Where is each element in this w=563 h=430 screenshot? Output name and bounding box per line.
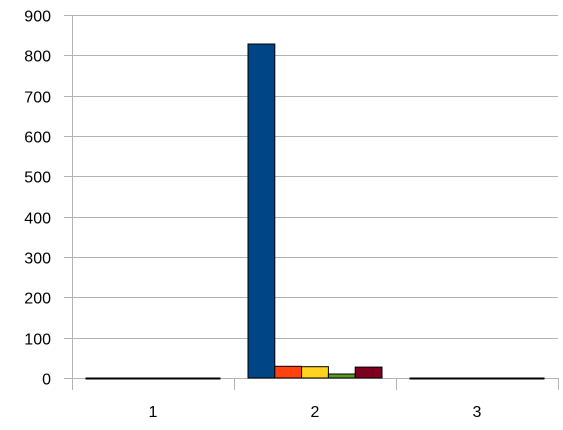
bar-cat2-series4	[327, 373, 356, 379]
y-tick-label: 600	[24, 130, 51, 147]
y-axis-ticks: 0 100 200 300 400 500 600 700 800 900	[24, 9, 51, 389]
bar-cat3-series3	[463, 377, 491, 380]
bar-cat1-series5	[192, 377, 221, 380]
y-tick-label: 500	[24, 170, 51, 187]
bar-cat2-series2	[274, 365, 303, 379]
bar-cat3-series1	[409, 377, 438, 380]
bar-cat1-series3	[139, 377, 167, 380]
y-tick-label: 900	[24, 9, 51, 26]
bar-cat2-series1	[247, 43, 276, 379]
x-axis	[72, 15, 559, 390]
bar-cat1-series1	[85, 377, 114, 380]
x-tick-label: 1	[149, 404, 158, 421]
bar-cat3-series5	[516, 377, 545, 380]
bar-cat3-series4	[489, 377, 518, 380]
x-tick-label: 3	[473, 404, 482, 421]
y-tick-label: 700	[24, 90, 51, 107]
y-tick-label: 100	[24, 332, 51, 349]
x-tick-label: 2	[311, 404, 320, 421]
bar-cat1-series4	[165, 377, 194, 380]
y-tick-label: 400	[24, 211, 51, 228]
y-tick-label: 300	[24, 251, 51, 268]
gridlines	[64, 15, 558, 379]
bars	[85, 43, 545, 380]
x-axis-ticks: 1 2 3	[149, 404, 482, 421]
bar-cat1-series2	[112, 377, 141, 380]
bar-cat2-series5	[354, 366, 383, 379]
y-tick-label: 0	[42, 372, 51, 389]
y-tick-label: 200	[24, 291, 51, 308]
bar-cat3-series2	[436, 377, 465, 380]
bar-cat2-series3	[301, 366, 329, 379]
y-tick-label: 800	[24, 49, 51, 66]
